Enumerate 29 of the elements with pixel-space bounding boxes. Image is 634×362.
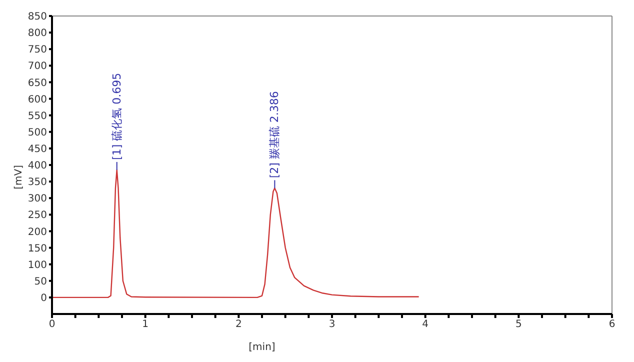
y-tick-label: 100 [28, 260, 47, 271]
x-tick-label: 5 [515, 319, 522, 330]
y-tick-label: 500 [28, 127, 47, 138]
y-tick-label: 350 [28, 177, 47, 188]
y-tick-label: 250 [28, 210, 47, 222]
x-tick-label: 3 [328, 319, 336, 330]
y-tick-label: 700 [28, 61, 47, 72]
x-axis-title: [min] [248, 342, 276, 353]
annotation: [1] 硫化氢 0.695 [110, 72, 124, 160]
y-tick-label: 50 [34, 276, 47, 288]
x-tick-label: 0 [48, 319, 56, 330]
y-tick-label: 550 [28, 110, 47, 122]
x-tick-label: 6 [608, 319, 616, 330]
y-tick-label: 200 [28, 226, 47, 238]
x-tick-label: 1 [142, 319, 149, 330]
y-tick-label: 300 [28, 194, 47, 205]
y-tick-label: 0 [40, 292, 47, 304]
y-tick-label: 450 [28, 144, 47, 155]
y-tick-label: 750 [28, 44, 47, 56]
x-tick-label: 2 [235, 319, 242, 330]
y-tick-label: 400 [28, 160, 47, 172]
y-tick-label: 650 [28, 78, 47, 89]
y-tick-label: 600 [28, 94, 47, 106]
annotation: [2] 羰基硫 2.386 [268, 91, 282, 178]
y-tick-label: 150 [28, 243, 47, 254]
y-axis-title: [mV] [14, 164, 25, 190]
x-tick-label: 4 [422, 319, 429, 330]
y-tick-label: 800 [28, 28, 47, 40]
y-tick-label: 850 [28, 12, 47, 23]
